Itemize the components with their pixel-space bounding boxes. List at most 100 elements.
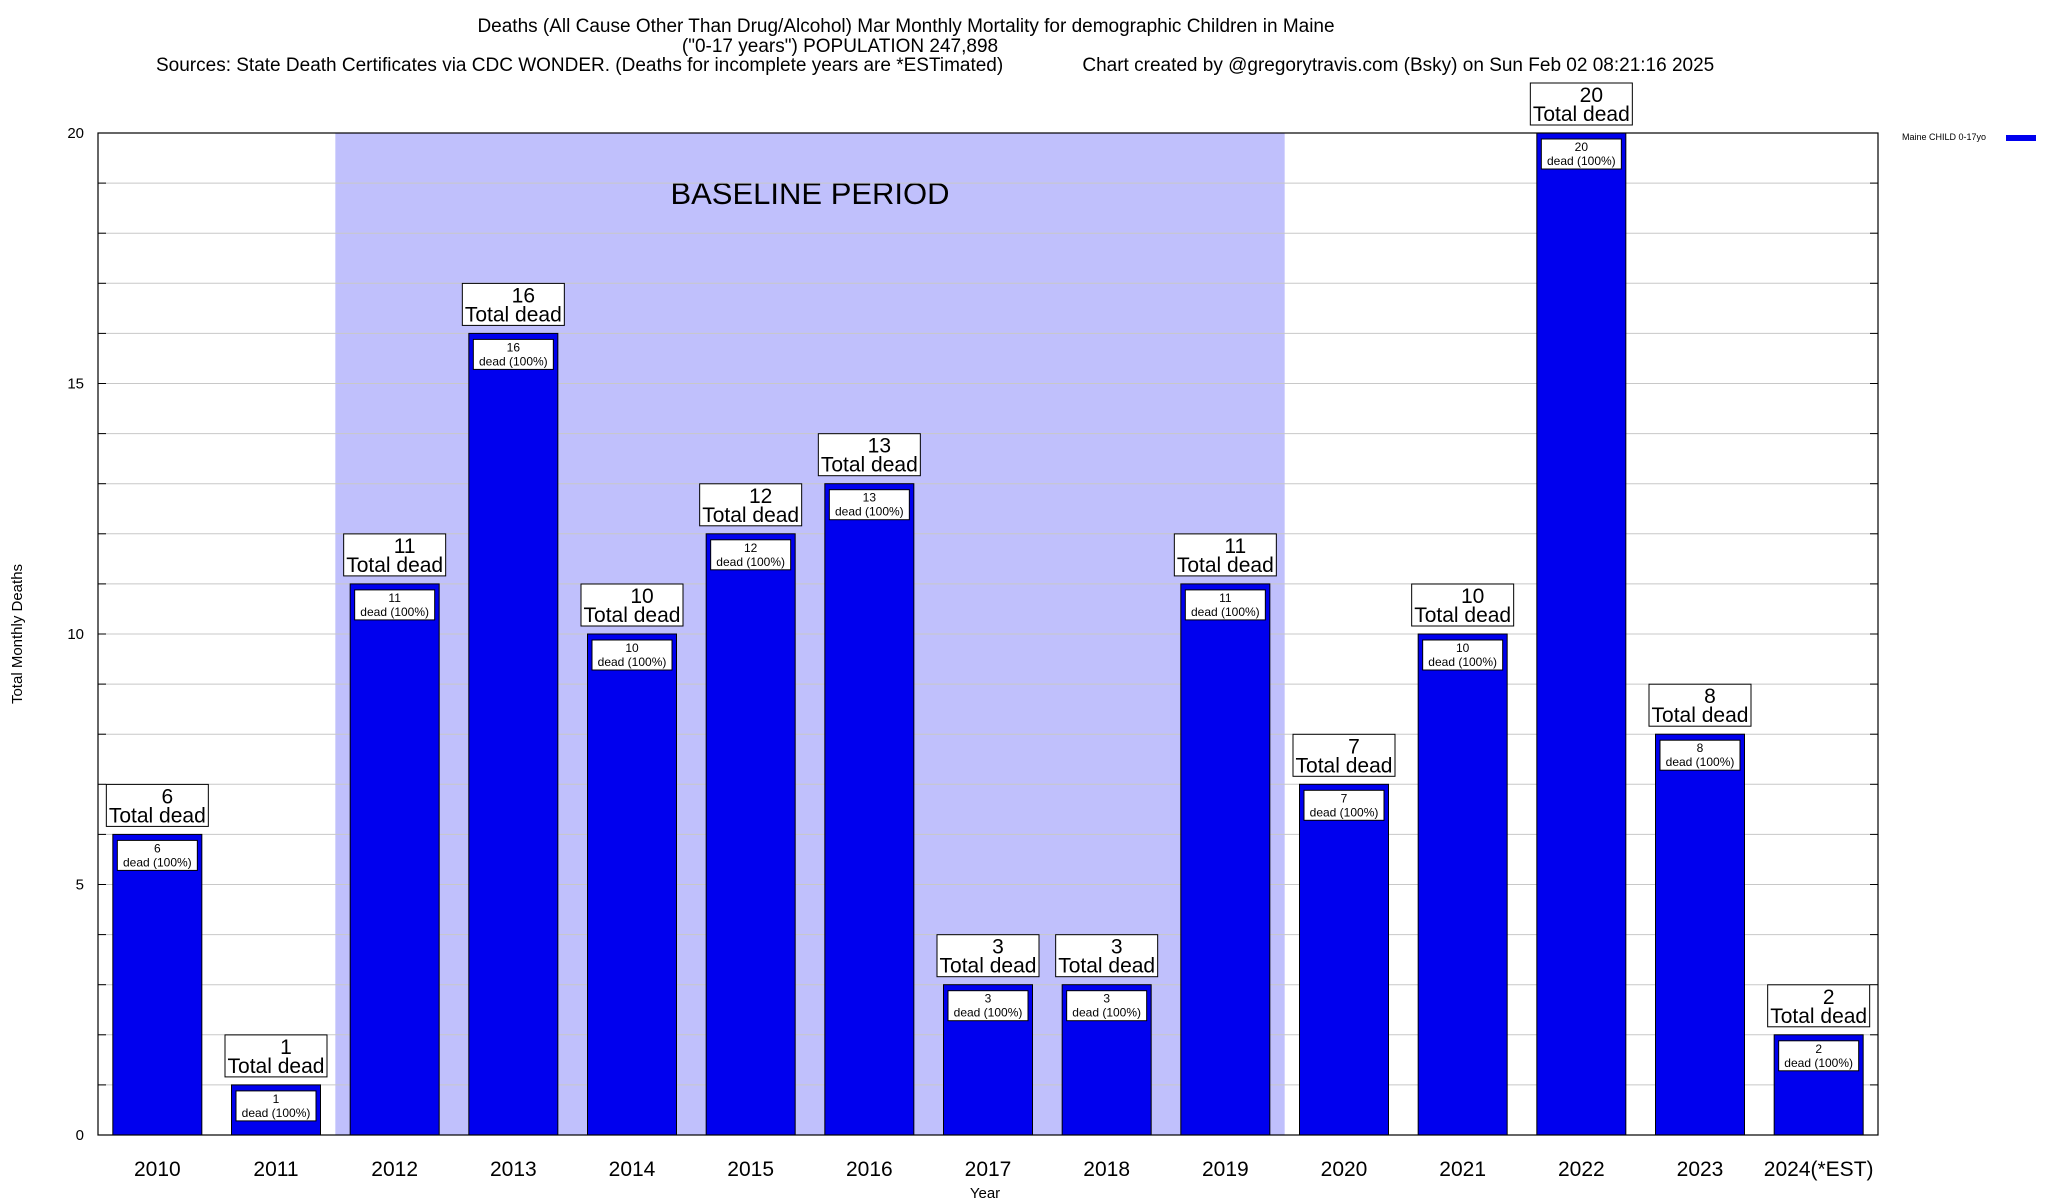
- total-label-box: [1767, 984, 1871, 1028]
- inner-label-value: 11: [1219, 591, 1232, 605]
- x-tick-label: 2017: [965, 1158, 1012, 1181]
- total-label-value: 11: [1224, 535, 1246, 558]
- inner-label-value: 3: [985, 992, 992, 1006]
- inner-label-box: [1540, 138, 1622, 170]
- x-tick-label: 2022: [1558, 1158, 1605, 1181]
- total-label-box: [1648, 683, 1752, 727]
- total-label-box: [1055, 934, 1159, 978]
- bar-2022: [1536, 132, 1627, 1136]
- total-label-text: Total dead: [584, 604, 681, 627]
- y-tick-label: 10: [67, 626, 84, 643]
- bar-2014: [587, 633, 677, 1136]
- bar-2010: [112, 833, 203, 1136]
- inner-label-box: [1422, 639, 1504, 671]
- inner-label-box: [710, 539, 792, 571]
- total-label-box: [699, 483, 803, 527]
- total-label-text: Total dead: [465, 303, 562, 326]
- x-tick-label: 2024(*EST): [1764, 1158, 1874, 1181]
- total-label-box: [1529, 82, 1633, 126]
- total-label-value: 3: [1111, 936, 1123, 959]
- total-label-value: 16: [512, 284, 535, 307]
- total-label-value: 1: [280, 1036, 292, 1059]
- inner-label-text: dead (100%): [123, 855, 192, 869]
- total-label-value: 6: [161, 785, 173, 808]
- inner-label-box: [1778, 1040, 1860, 1072]
- inner-label-value: 8: [1697, 741, 1704, 755]
- x-tick-label: 2012: [371, 1158, 418, 1181]
- bar-2019: [1180, 583, 1271, 1136]
- inner-label-box: [1184, 589, 1266, 621]
- inner-label-text: dead (100%): [1310, 805, 1379, 819]
- total-label-value: 7: [1348, 735, 1360, 758]
- total-label-text: Total dead: [1652, 704, 1749, 727]
- total-label-box: [1411, 583, 1515, 627]
- inner-label-text: dead (100%): [1191, 605, 1260, 619]
- x-tick-label: 2010: [134, 1158, 181, 1181]
- legend: Maine CHILD 0-17yo: [1902, 132, 2036, 142]
- inner-label-value: 3: [1103, 992, 1110, 1006]
- y-tick-label: 20: [67, 125, 84, 142]
- total-label-box: [1292, 733, 1396, 777]
- inner-label-text: dead (100%): [1072, 1006, 1141, 1020]
- x-tick-label: 2023: [1677, 1158, 1724, 1181]
- inner-label-value: 2: [1815, 1042, 1822, 1056]
- total-label-value: 8: [1704, 685, 1716, 708]
- inner-label-text: dead (100%): [716, 555, 785, 569]
- total-label-box: [1173, 533, 1277, 577]
- bar-2021: [1417, 633, 1508, 1136]
- total-label-text: Total dead: [702, 504, 799, 527]
- total-label-text: Total dead: [1770, 1005, 1867, 1028]
- baseline-period-label: BASELINE PERIOD: [670, 176, 949, 211]
- x-tick-label: 2014: [609, 1158, 656, 1181]
- inner-label-box: [116, 839, 198, 871]
- total-label-box: [343, 533, 447, 577]
- total-label-value: 10: [630, 585, 653, 608]
- inner-label-text: dead (100%): [1666, 755, 1735, 769]
- total-label-box: [224, 1034, 328, 1078]
- y-tick-label: 0: [76, 1127, 84, 1144]
- inner-label-value: 10: [625, 641, 639, 655]
- inner-label-box: [472, 338, 554, 370]
- x-tick-label: 2013: [490, 1158, 537, 1181]
- total-label-text: Total dead: [228, 1055, 325, 1078]
- inner-label-box: [1303, 789, 1385, 821]
- total-label-value: 13: [868, 435, 891, 458]
- inner-label-text: dead (100%): [360, 605, 429, 619]
- chart-title: Deaths (All Cause Other Than Drug/Alcoho…: [156, 16, 1714, 76]
- inner-label-value: 13: [863, 491, 877, 505]
- y-tick-label: 15: [67, 376, 84, 393]
- bar-2016: [824, 483, 915, 1136]
- total-label-text: Total dead: [821, 454, 918, 477]
- total-label-text: Total dead: [1177, 554, 1274, 577]
- x-tick-label: 2016: [846, 1158, 893, 1181]
- total-label-text: Total dead: [1533, 103, 1630, 126]
- total-label-box: [580, 583, 684, 627]
- total-label-box: [105, 783, 209, 827]
- inner-label-text: dead (100%): [242, 1106, 311, 1120]
- total-label-text: Total dead: [346, 554, 443, 577]
- inner-label-value: 10: [1456, 641, 1470, 655]
- inner-label-value: 20: [1575, 140, 1589, 154]
- inner-label-text: dead (100%): [598, 655, 667, 669]
- total-label-value: 11: [394, 535, 416, 558]
- bars: [112, 132, 1864, 1136]
- total-label-text: Total dead: [940, 955, 1037, 978]
- total-label-box: [461, 282, 565, 326]
- x-tick-label: 2021: [1439, 1158, 1486, 1181]
- y-axis-label: Total Monthly Deaths: [9, 564, 26, 704]
- total-label-value: 10: [1461, 585, 1484, 608]
- bar-2013: [468, 332, 559, 1136]
- total-label-value: 3: [992, 936, 1004, 959]
- bar-2020: [1299, 783, 1389, 1136]
- total-label-box: [817, 433, 921, 477]
- total-label-value: 20: [1580, 84, 1603, 107]
- legend-swatch: [2006, 135, 2036, 141]
- total-label-value: 2: [1823, 986, 1835, 1009]
- total-label-box: [936, 934, 1040, 978]
- inner-label-box: [947, 990, 1029, 1022]
- inner-label-text: dead (100%): [954, 1006, 1023, 1020]
- inner-label-text: dead (100%): [1784, 1056, 1853, 1070]
- x-tick-label: 2015: [727, 1158, 774, 1181]
